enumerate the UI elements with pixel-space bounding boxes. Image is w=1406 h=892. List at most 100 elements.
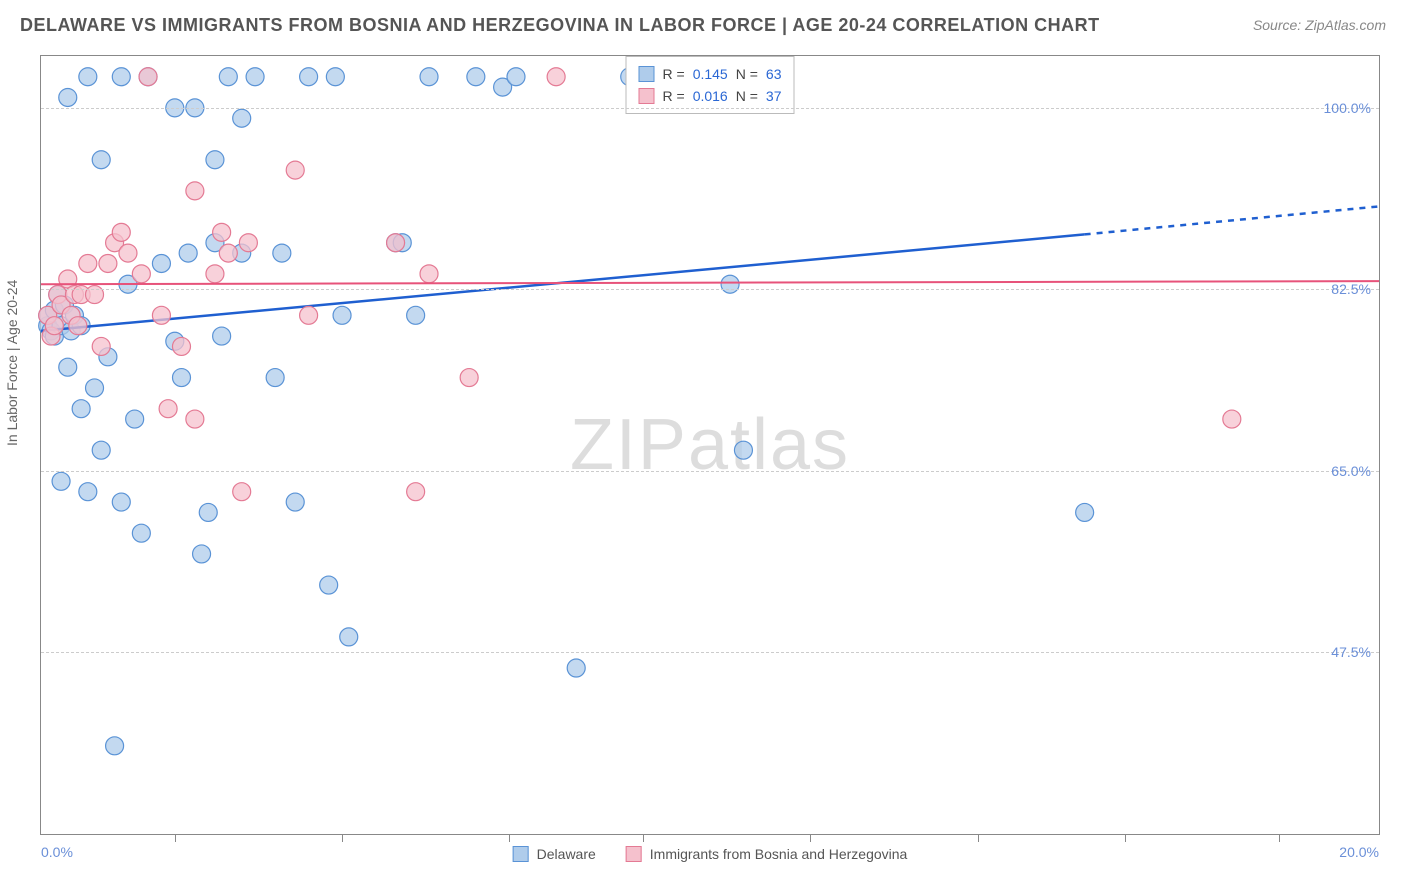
scatter-point [233,109,251,127]
legend-item-2: Immigrants from Bosnia and Herzegovina [626,846,908,862]
scatter-point [233,483,251,501]
y-tick-label: 47.5% [1331,644,1371,660]
legend-r-label-2: R = [663,85,685,107]
scatter-point [326,68,344,86]
scatter-point [179,244,197,262]
scatter-point [139,68,157,86]
legend-row-series-2: R = 0.016 N = 37 [639,85,782,107]
scatter-point [132,265,150,283]
legend-n-label-2: N = [736,85,758,107]
scatter-point [273,244,291,262]
scatter-point [112,493,130,511]
scatter-point [172,337,190,355]
x-tick [810,834,811,842]
scatter-point [1076,503,1094,521]
legend-swatch-2 [639,88,655,104]
grid-line [41,289,1379,290]
legend-item-1: Delaware [513,846,596,862]
scatter-point [79,68,97,86]
scatter-point [126,410,144,428]
scatter-point [213,223,231,241]
scatter-point [734,441,752,459]
scatter-point [286,493,304,511]
y-axis-title: In Labor Force | Age 20-24 [4,280,20,446]
grid-line [41,108,1379,109]
scatter-point [246,68,264,86]
legend-r-value-1: 0.145 [693,63,728,85]
x-tick [509,834,510,842]
scatter-point [300,68,318,86]
scatter-point [193,545,211,563]
legend-row-series-1: R = 0.145 N = 63 [639,63,782,85]
scatter-point [239,234,257,252]
legend-n-value-2: 37 [766,85,782,107]
scatter-point [172,369,190,387]
scatter-point [407,483,425,501]
trend-line-dashed [1085,206,1379,234]
scatter-point [333,306,351,324]
scatter-point [112,68,130,86]
y-tick-label: 65.0% [1331,463,1371,479]
scatter-point [112,223,130,241]
scatter-point [467,68,485,86]
scatter-point [86,286,104,304]
scatter-point [59,358,77,376]
scatter-point [52,472,70,490]
scatter-point [92,441,110,459]
scatter-point [286,161,304,179]
scatter-point [266,369,284,387]
scatter-point [1223,410,1241,428]
scatter-point [407,306,425,324]
x-tick [643,834,644,842]
legend-n-label-1: N = [736,63,758,85]
scatter-point [567,659,585,677]
legend-bottom-label-2: Immigrants from Bosnia and Herzegovina [650,846,908,862]
x-tick [1125,834,1126,842]
scatter-point [340,628,358,646]
scatter-point [86,379,104,397]
legend-bottom-swatch-2 [626,846,642,862]
legend-correlation: R = 0.145 N = 63 R = 0.016 N = 37 [626,56,795,114]
chart-title: DELAWARE VS IMMIGRANTS FROM BOSNIA AND H… [20,15,1100,35]
scatter-point [219,68,237,86]
scatter-point [460,369,478,387]
scatter-point [300,306,318,324]
scatter-point [106,737,124,755]
scatter-point [159,400,177,418]
x-tick [175,834,176,842]
scatter-point [92,337,110,355]
legend-n-value-1: 63 [766,63,782,85]
legend-bottom-swatch-1 [513,846,529,862]
grid-line [41,652,1379,653]
scatter-point [92,151,110,169]
scatter-point [420,265,438,283]
x-tick [978,834,979,842]
legend-r-label-1: R = [663,63,685,85]
chart-svg [41,56,1379,834]
scatter-point [320,576,338,594]
scatter-point [79,483,97,501]
scatter-point [99,254,117,272]
legend-series: Delaware Immigrants from Bosnia and Herz… [513,846,908,862]
scatter-point [59,88,77,106]
x-axis-min-label: 0.0% [41,844,73,860]
plot-area: ZIPatlas R = 0.145 N = 63 R = 0.016 N = … [40,55,1380,835]
scatter-point [72,400,90,418]
chart-header: DELAWARE VS IMMIGRANTS FROM BOSNIA AND H… [20,15,1386,43]
source-label: Source: ZipAtlas.com [1253,17,1386,33]
legend-bottom-label-1: Delaware [537,846,596,862]
grid-line [41,471,1379,472]
scatter-point [507,68,525,86]
legend-r-value-2: 0.016 [693,85,728,107]
scatter-point [152,306,170,324]
scatter-point [721,275,739,293]
scatter-point [206,265,224,283]
scatter-point [199,503,217,521]
x-tick [1279,834,1280,842]
scatter-point [387,234,405,252]
legend-swatch-1 [639,66,655,82]
x-axis-max-label: 20.0% [1339,844,1379,860]
scatter-point [206,151,224,169]
y-tick-label: 82.5% [1331,281,1371,297]
scatter-point [186,182,204,200]
